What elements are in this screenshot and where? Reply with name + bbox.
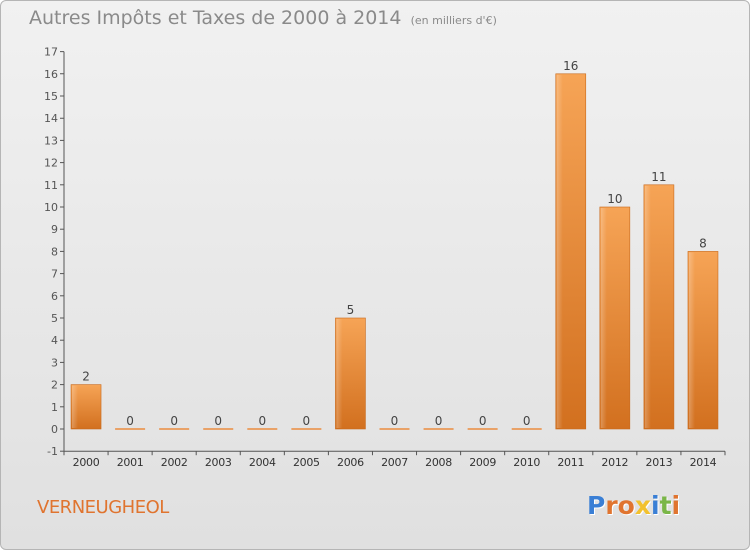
data-label: 11	[651, 170, 666, 184]
bar	[467, 428, 498, 430]
chart-unit: (en milliers d'€)	[410, 14, 497, 27]
data-label: 2	[82, 370, 90, 384]
data-label: 0	[523, 414, 531, 428]
data-label: 0	[258, 414, 266, 428]
y-tick-label: 13	[44, 134, 58, 147]
y-tick-label: 5	[51, 312, 58, 325]
x-tick-label: 2002	[161, 456, 188, 469]
x-tick-label: 2001	[117, 456, 144, 469]
bar-highlight	[556, 74, 563, 429]
brand-logo[interactable]: Proxiti	[587, 491, 680, 520]
y-tick-label: 9	[51, 223, 58, 236]
brand-letter: t	[659, 491, 672, 520]
bar	[291, 428, 322, 430]
y-tick-label: 3	[51, 356, 58, 369]
bar	[423, 428, 454, 430]
y-tick-label: 17	[44, 46, 58, 59]
data-label: 0	[479, 414, 487, 428]
bar	[247, 428, 278, 430]
y-tick-label: 15	[44, 90, 58, 103]
bar	[511, 428, 542, 430]
chart-header: Autres Impôts et Taxes de 2000 à 2014 (e…	[29, 7, 497, 29]
y-tick-label: 0	[51, 423, 58, 436]
y-tick-label: 1	[51, 401, 58, 414]
y-tick-label: 6	[51, 290, 58, 303]
bar-highlight	[644, 185, 651, 428]
y-tick-label: 10	[44, 201, 58, 214]
bar-highlight	[336, 319, 343, 428]
y-tick-label: 14	[44, 112, 58, 125]
x-tick-label: 2009	[469, 456, 496, 469]
bar-highlight	[600, 208, 607, 428]
x-tick-label: 2006	[337, 456, 364, 469]
data-label: 0	[303, 414, 311, 428]
data-label: 0	[170, 414, 178, 428]
data-label: 0	[126, 414, 134, 428]
y-tick-label: 12	[44, 157, 58, 170]
bar-highlight	[688, 252, 695, 428]
y-tick-label: 16	[44, 68, 58, 81]
brand-letter: o	[617, 491, 635, 520]
bars	[70, 73, 719, 430]
data-label: 16	[563, 59, 578, 73]
data-label: 0	[214, 414, 222, 428]
data-label: 10	[607, 192, 622, 206]
commune-name: VERNEUGHEOL	[37, 497, 169, 518]
data-label: 5	[347, 303, 355, 317]
y-tick-label: 7	[51, 268, 58, 281]
x-tick-label: 2012	[601, 456, 628, 469]
brand-letter: i	[671, 491, 681, 520]
x-tick-label: 2003	[205, 456, 232, 469]
data-label: 8	[699, 236, 707, 250]
x-tick-label: 2005	[293, 456, 320, 469]
x-tick-label: 2008	[425, 456, 452, 469]
bar	[203, 428, 234, 430]
brand-letter: r	[605, 491, 618, 520]
x-tick-label: 2013	[646, 456, 673, 469]
bar-highlight	[72, 385, 79, 428]
x-tick-label: 2000	[73, 456, 100, 469]
bar	[159, 428, 190, 430]
brand-letter: i	[651, 491, 660, 520]
y-tick-label: 4	[51, 334, 58, 347]
y-tick-label: 2	[51, 379, 58, 392]
data-label: 0	[435, 414, 443, 428]
y-tick-label: 8	[51, 245, 58, 258]
x-tick-label: 2010	[513, 456, 540, 469]
x-axis: 2000 2001 2002 2003 2004 2005 2006 2007 2008 2009…	[63, 450, 726, 469]
data-labels: 2 0 0 0 0 0 5 0 0 0 0 16 10 11 8	[82, 59, 707, 428]
brand-letter: P	[587, 491, 606, 520]
bar	[115, 428, 146, 430]
y-tick-label: 11	[44, 179, 58, 192]
bar	[379, 428, 410, 430]
x-tick-label: 2014	[690, 456, 717, 469]
y-tick-label: -1	[47, 445, 58, 458]
x-tick-label: 2004	[249, 456, 276, 469]
data-label: 0	[391, 414, 399, 428]
x-tick-label: 2011	[557, 456, 584, 469]
brand-letter: x	[634, 491, 651, 520]
chart-title: Autres Impôts et Taxes de 2000 à 2014	[29, 7, 402, 29]
x-tick-label: 2007	[381, 456, 408, 469]
